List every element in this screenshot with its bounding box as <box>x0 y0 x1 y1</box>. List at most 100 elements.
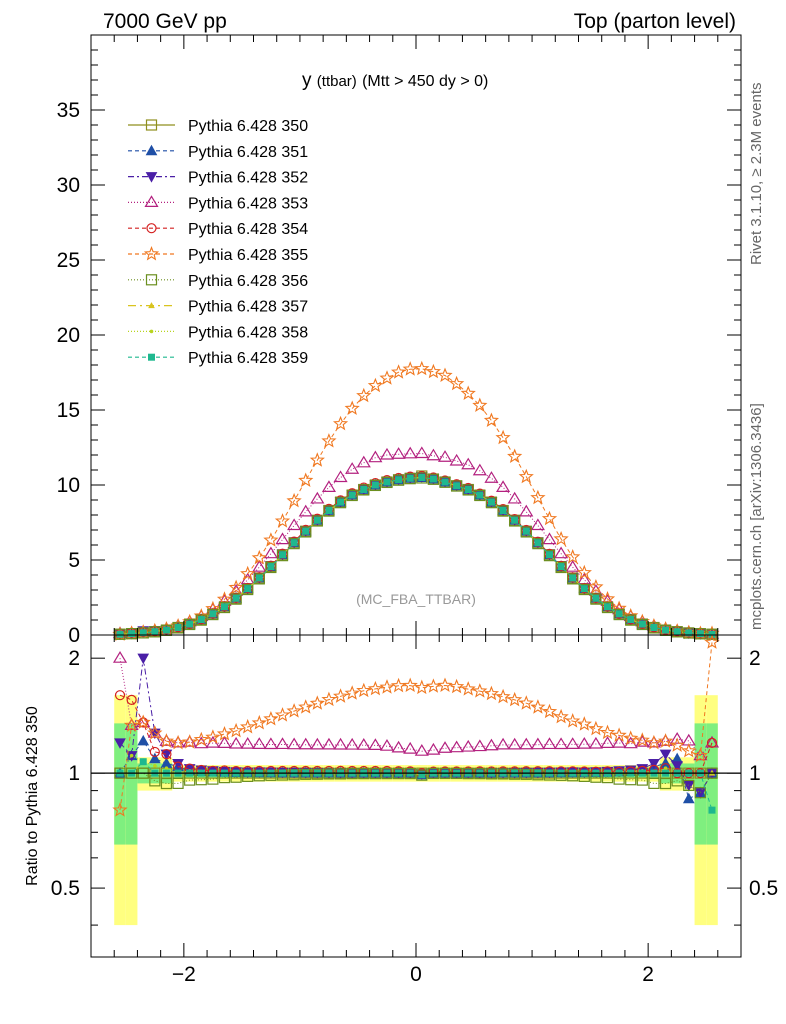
main-data-point <box>485 497 498 509</box>
ratio-data-point <box>437 741 453 753</box>
main-data-point <box>368 450 383 463</box>
main-data-point <box>427 473 440 485</box>
ratio-ytick-label-right: 1 <box>749 762 761 785</box>
ratio-data-point <box>158 733 175 748</box>
main-data-point <box>567 573 579 585</box>
main-data-point <box>392 474 405 486</box>
main-data-point <box>604 603 612 611</box>
ratio-data-point <box>229 736 244 749</box>
main-data-point <box>172 622 184 634</box>
legend-label: Pythia 6.428 358 <box>188 324 308 341</box>
main-ytick-label: 5 <box>68 549 80 572</box>
ratio-data-point <box>541 703 558 719</box>
ratio-data-point <box>671 761 684 772</box>
ratio-data-point <box>263 737 278 750</box>
ratio-data-point <box>275 737 290 750</box>
main-data-point <box>242 583 254 596</box>
ratio-data-point <box>414 679 430 695</box>
ratio-data-point <box>298 699 314 714</box>
ratio-data-point <box>170 734 186 750</box>
legend-label: Pythia 6.428 357 <box>188 299 308 316</box>
ratio-data-point <box>129 753 134 758</box>
main-data-point <box>333 470 348 483</box>
main-data-point <box>128 630 136 638</box>
main-data-point <box>449 453 464 466</box>
main-data-point <box>220 603 228 611</box>
legend-marker <box>148 353 155 361</box>
main-data-point <box>360 486 368 493</box>
main-data-point <box>379 370 395 385</box>
ratio-data-point <box>437 677 453 693</box>
main-data-point <box>495 480 511 492</box>
ratio-data-point <box>449 740 464 753</box>
ratio-data-point <box>153 763 157 768</box>
main-series-line <box>119 368 713 635</box>
main-data-point <box>638 620 646 628</box>
main-data-point <box>309 452 325 467</box>
main-data-point <box>530 518 545 531</box>
ratio-xtick-label: 2 <box>642 963 654 986</box>
ratio-data-point <box>460 681 476 696</box>
main-data-point <box>534 539 542 547</box>
main-data-point <box>613 608 625 621</box>
main-data-point <box>379 447 395 460</box>
ratio-band-inner <box>694 723 707 845</box>
main-data-point <box>495 429 511 445</box>
ratio-axes: 0.5 0.5 1 1 2 2 −2 0 2 <box>51 635 778 986</box>
main-data-point <box>474 489 486 502</box>
main-data-point <box>439 476 451 488</box>
legend-label: Pythia 6.428 354 <box>188 221 308 238</box>
main-data-point <box>302 527 310 535</box>
main-data-point <box>345 462 360 474</box>
main-data-point <box>426 448 441 461</box>
main-data-point <box>348 491 356 499</box>
ratio-ylabel: Ratio to Pythia 6.428 350 <box>24 706 41 886</box>
main-data-point <box>230 593 242 605</box>
ratio-data-point <box>670 732 685 744</box>
ratio-data-point <box>518 695 534 710</box>
ratio-xtick-label: −2 <box>172 963 196 986</box>
main-data-point <box>162 626 170 634</box>
main-data-point <box>274 513 291 528</box>
legend-label: Pythia 6.428 350 <box>188 118 308 135</box>
main-data-point <box>337 498 345 506</box>
ratio-data-point <box>300 768 312 780</box>
main-data-point <box>592 594 600 602</box>
ratio-data-point <box>472 739 487 752</box>
ratio-data-point <box>542 737 557 750</box>
main-series-10 <box>116 474 716 638</box>
main-data-point <box>576 564 592 580</box>
main-data-point <box>555 561 567 574</box>
main-data-point <box>615 610 623 618</box>
legend-entry: Pythia 6.428 354 <box>128 221 308 238</box>
main-data-point <box>487 498 495 506</box>
ratio-data-point <box>588 736 603 749</box>
ratio-data-point <box>659 777 672 790</box>
main-data-point <box>437 450 453 462</box>
main-data-point <box>287 518 302 531</box>
main-data-point <box>590 593 602 605</box>
main-data-point <box>406 474 414 482</box>
main-data-point <box>599 590 616 606</box>
ratio-data-point <box>520 768 532 780</box>
ratio-data-point <box>507 691 523 707</box>
main-data-point <box>425 363 442 379</box>
ratio-data-point <box>112 651 128 663</box>
ratio-data-point <box>274 707 291 722</box>
ratio-data-point <box>658 734 673 746</box>
ratio-data-point <box>356 738 371 750</box>
ratio-data-point <box>164 766 169 770</box>
main-data-point <box>371 481 379 489</box>
ratio-data-point <box>426 742 441 755</box>
main-data-point <box>464 486 472 493</box>
main-data-point <box>472 463 487 476</box>
ratio-data-point <box>114 738 126 749</box>
ratio-data-point <box>509 768 521 780</box>
ratio-ytick-label: 0.5 <box>51 877 80 900</box>
legend-entry: Pythia 6.428 357 <box>128 299 308 316</box>
main-data-point <box>472 397 488 413</box>
ratio-data-point <box>148 752 161 764</box>
legend-marker <box>143 245 160 261</box>
ratio-data-point <box>416 769 428 781</box>
